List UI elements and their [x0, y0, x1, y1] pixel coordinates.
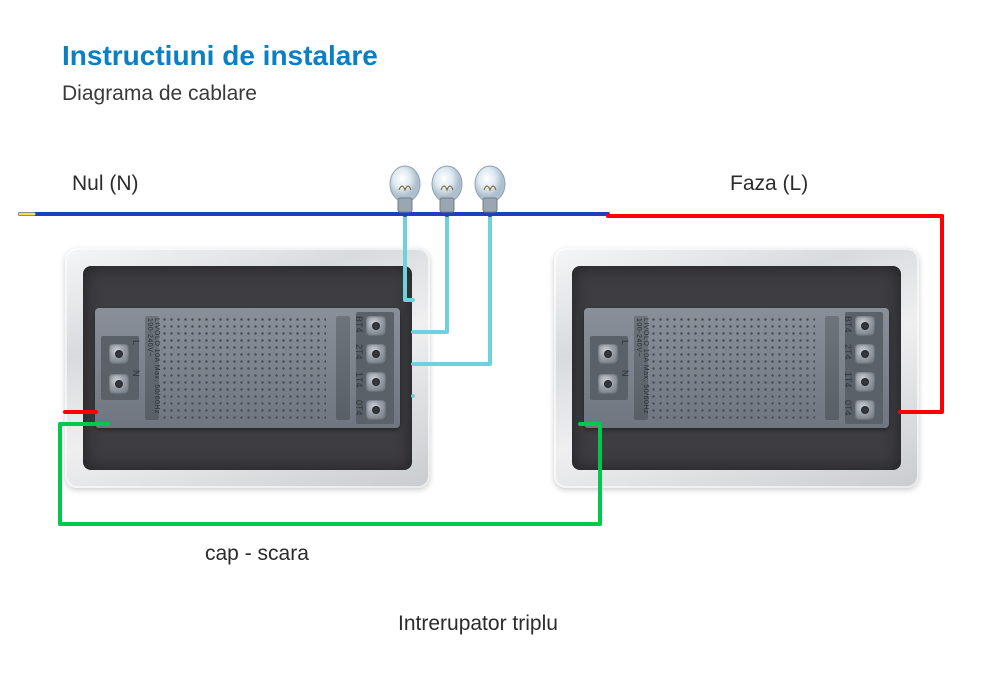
wire-load-1 — [405, 216, 413, 300]
wire-live-drop — [900, 216, 942, 412]
wire-load-2 — [413, 216, 447, 332]
wire-com-link — [60, 424, 600, 524]
bulb-icon-3 — [475, 166, 505, 212]
bulb-icon-2 — [432, 166, 462, 212]
wire-load-3 — [413, 216, 490, 364]
wiring-diagram — [0, 0, 1000, 683]
bulb-icon-1 — [390, 166, 420, 212]
